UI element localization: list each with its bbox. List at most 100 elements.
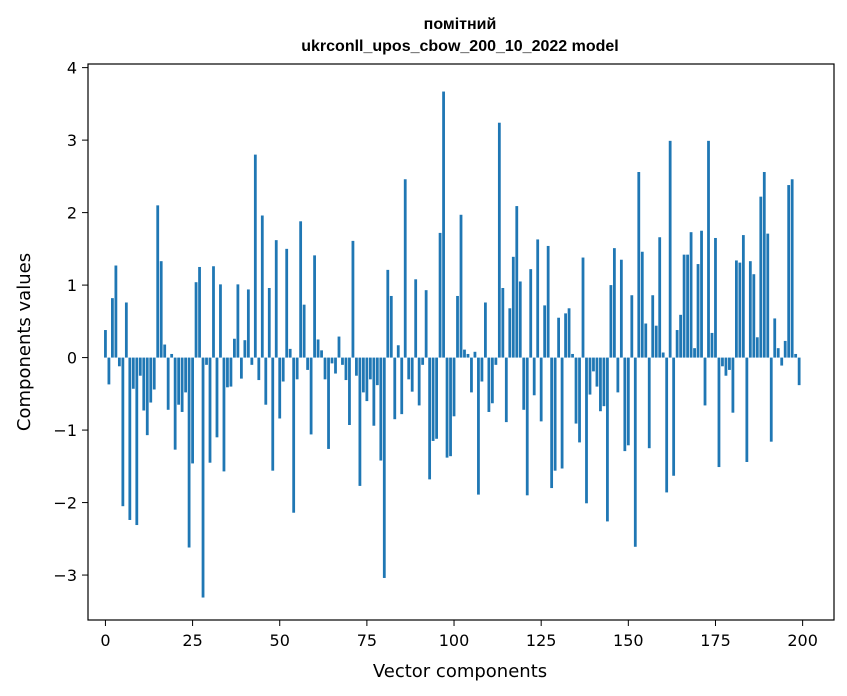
bar-154 [640, 251, 644, 358]
bar-28 [201, 357, 205, 598]
x-tick-label: 150 [613, 631, 644, 650]
bar-132 [564, 313, 567, 358]
bar-50 [278, 357, 282, 419]
bar-135 [574, 357, 578, 424]
bar-58 [306, 357, 310, 370]
bar-91 [421, 357, 425, 365]
bar-199 [797, 357, 801, 386]
bar-14 [152, 357, 156, 390]
bar-71 [351, 240, 355, 358]
x-tick-label: 25 [182, 631, 202, 650]
bar-152 [633, 357, 637, 547]
bar-8 [131, 357, 135, 389]
bar-139 [588, 357, 592, 395]
bar-178 [724, 357, 728, 376]
bar-62 [320, 350, 323, 358]
bar-15 [156, 205, 160, 358]
bar-142 [599, 357, 602, 412]
bar-192 [773, 318, 777, 358]
bar-39 [239, 357, 243, 379]
bar-195 [783, 340, 787, 358]
bar-101 [456, 295, 459, 358]
bar-42 [250, 357, 254, 365]
bar-25 [191, 357, 194, 464]
bar-17 [163, 344, 167, 358]
bar-105 [470, 357, 473, 393]
y-tick-label: 0 [67, 349, 77, 368]
bar-60 [313, 255, 316, 358]
bar-141 [595, 357, 599, 387]
bar-183 [741, 235, 745, 358]
bar-2 [111, 298, 114, 358]
bar-80 [382, 357, 386, 578]
bar-53 [288, 348, 292, 358]
bar-137 [581, 257, 585, 358]
bar-23 [184, 357, 187, 393]
bar-196 [787, 185, 791, 358]
bar-55 [295, 357, 299, 380]
bar-163 [672, 357, 676, 476]
bar-7 [128, 357, 132, 520]
bar-77 [372, 357, 376, 426]
x-tick-label: 200 [787, 631, 818, 650]
bar-149 [623, 357, 627, 452]
bar-157 [651, 295, 655, 358]
bar-49 [274, 240, 278, 358]
y-tick-label: 3 [67, 131, 77, 150]
bar-89 [414, 279, 418, 358]
bar-79 [379, 357, 383, 461]
bar-181 [735, 260, 738, 358]
bar-170 [696, 264, 700, 358]
plot-frame [87, 63, 835, 621]
bar-116 [508, 308, 512, 358]
bar-88 [410, 357, 414, 392]
bar-78 [375, 357, 379, 386]
bar-94 [431, 357, 435, 441]
bar-124 [536, 239, 540, 358]
bar-180 [731, 357, 735, 413]
bar-51 [281, 357, 285, 382]
bar-194 [780, 357, 784, 366]
bar-122 [529, 269, 533, 358]
bars-layer [104, 91, 801, 598]
bar-150 [626, 357, 630, 446]
bar-10 [138, 357, 142, 376]
bar-90 [417, 357, 421, 406]
bar-131 [560, 357, 564, 469]
bar-54 [292, 357, 296, 513]
bar-93 [428, 357, 432, 480]
bar-110 [487, 357, 491, 412]
bar-125 [539, 357, 543, 422]
bar-31 [212, 266, 215, 358]
bar-128 [550, 357, 554, 489]
bar-22 [180, 357, 184, 412]
bar-83 [393, 357, 397, 420]
y-tick-label: −3 [53, 566, 77, 585]
bar-158 [654, 325, 658, 358]
bar-65 [330, 357, 334, 364]
bar-24 [187, 357, 191, 548]
bar-130 [557, 317, 560, 358]
bar-185 [748, 261, 752, 358]
bar-26 [194, 282, 198, 358]
bar-173 [707, 140, 710, 358]
bar-165 [679, 314, 683, 358]
bar-120 [522, 357, 526, 410]
y-tick-label: 1 [67, 276, 77, 295]
bar-123 [532, 357, 536, 396]
bar-140 [592, 357, 595, 372]
bar-179 [728, 357, 731, 370]
bar-6 [124, 302, 128, 358]
bar-197 [790, 179, 794, 358]
bar-159 [658, 237, 662, 358]
bar-97 [442, 91, 445, 358]
bar-187 [755, 337, 759, 358]
bar-92 [424, 290, 428, 358]
bar-87 [407, 357, 411, 380]
bar-38 [236, 284, 240, 358]
bar-40 [243, 340, 247, 358]
bar-27 [198, 266, 201, 358]
bar-35 [226, 357, 229, 388]
bar-12 [145, 357, 149, 436]
